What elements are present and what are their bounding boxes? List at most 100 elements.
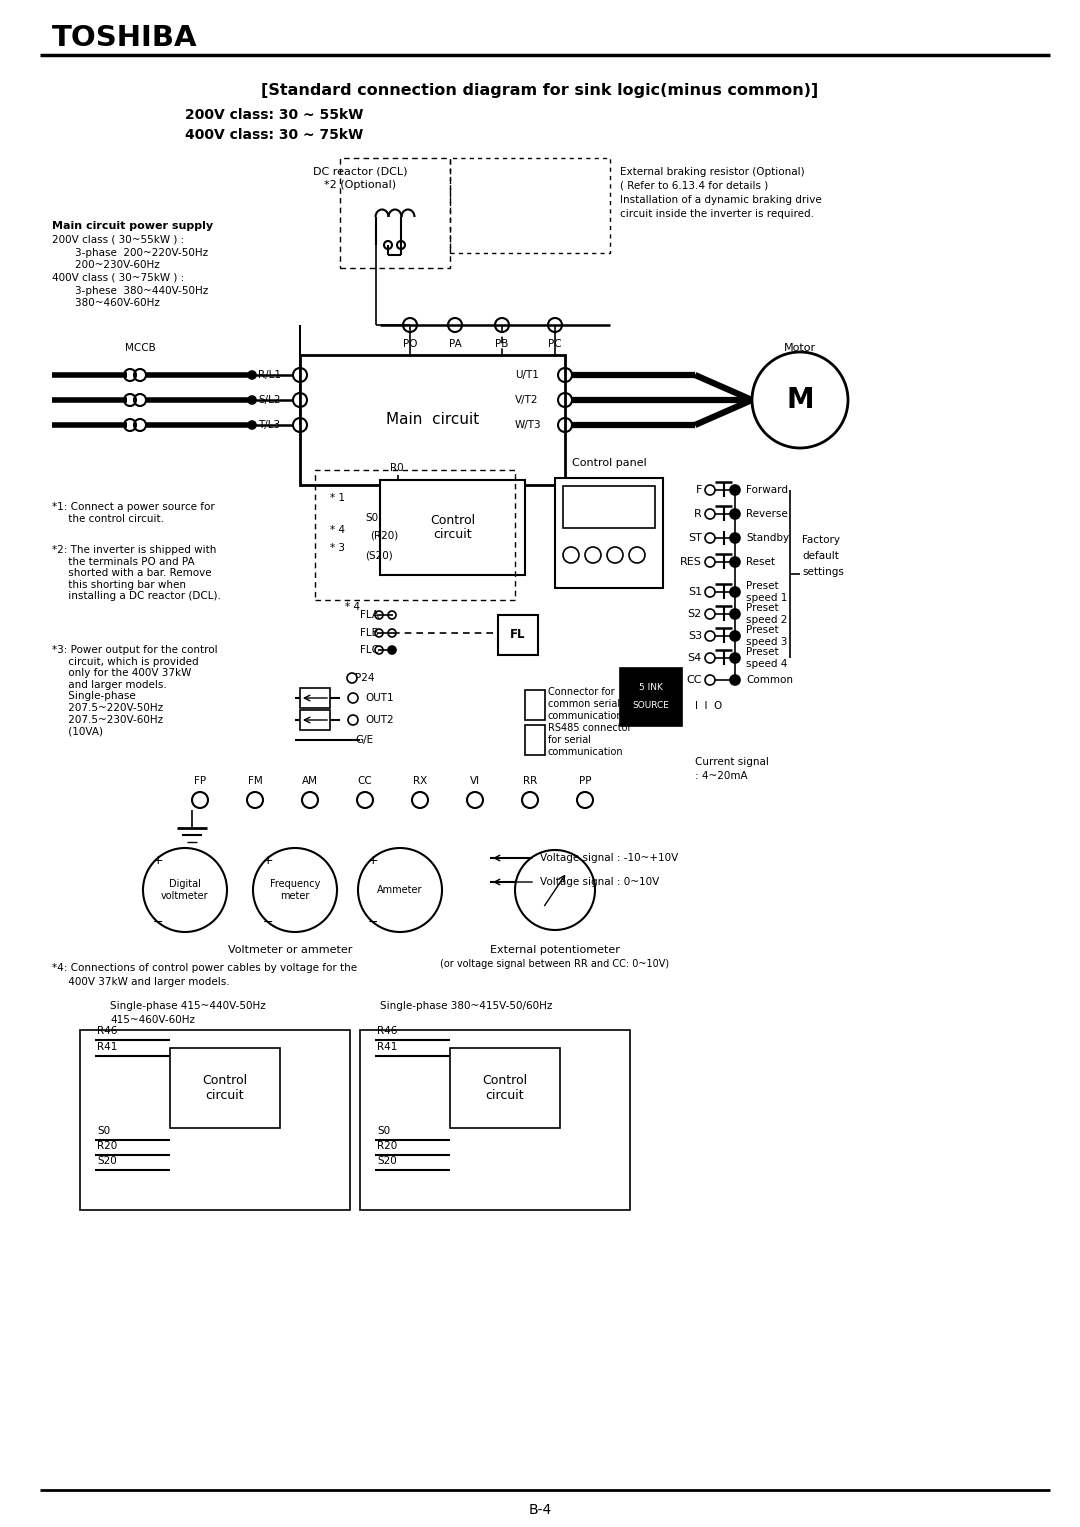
Text: FLA: FLA — [360, 609, 379, 620]
Text: Main circuit power supply: Main circuit power supply — [52, 221, 213, 231]
Text: R46: R46 — [377, 1026, 397, 1035]
Text: R41: R41 — [97, 1041, 118, 1052]
Bar — [525, 690, 545, 721]
Text: * 1: * 1 — [330, 493, 345, 502]
Text: I  I  O: I I O — [696, 701, 723, 712]
Text: * 3: * 3 — [330, 544, 345, 553]
Text: (R20): (R20) — [370, 530, 399, 541]
Text: (or voltage signal between RR and CC: 0~10V): (or voltage signal between RR and CC: 0~… — [441, 959, 670, 970]
Text: Control panel: Control panel — [571, 458, 646, 467]
Text: OUT1: OUT1 — [365, 693, 393, 702]
Bar — [555, 478, 663, 588]
Bar — [340, 157, 450, 269]
Text: for serial: for serial — [548, 734, 591, 745]
Circle shape — [730, 631, 740, 641]
Text: DC reactor (DCL): DC reactor (DCL) — [313, 166, 407, 177]
Text: circuit inside the inverter is required.: circuit inside the inverter is required. — [620, 209, 814, 218]
Text: 5 INK: 5 INK — [639, 684, 663, 693]
Text: 400V class: 30 ~ 75kW: 400V class: 30 ~ 75kW — [185, 128, 363, 142]
Text: *2 (Optional): *2 (Optional) — [324, 180, 396, 189]
Text: F: F — [696, 486, 702, 495]
Text: settings: settings — [802, 567, 843, 577]
Text: TOSHIBA: TOSHIBA — [52, 24, 198, 52]
Circle shape — [730, 609, 740, 618]
Text: MCCB: MCCB — [124, 344, 156, 353]
Text: Control
circuit: Control circuit — [483, 1073, 527, 1102]
Text: communication: communication — [548, 712, 623, 721]
Text: Single-phase 415~440V-50Hz: Single-phase 415~440V-50Hz — [110, 1002, 266, 1011]
Text: +: + — [368, 854, 379, 866]
Text: default: default — [802, 551, 839, 560]
Text: S20: S20 — [377, 1156, 396, 1167]
Text: R41: R41 — [377, 1041, 397, 1052]
Text: 3-phese  380~440V-50Hz: 3-phese 380~440V-50Hz — [62, 286, 208, 296]
Text: Frequency
meter: Frequency meter — [270, 880, 320, 901]
Text: Preset
speed 2: Preset speed 2 — [746, 603, 787, 625]
Text: *4: Connections of control power cables by voltage for the: *4: Connections of control power cables … — [52, 964, 357, 973]
Text: *3: Power output for the control
     circuit, which is provided
     only for t: *3: Power output for the control circuit… — [52, 644, 218, 736]
Text: R20: R20 — [377, 1141, 397, 1151]
Bar — [525, 725, 545, 754]
Circle shape — [388, 646, 396, 654]
Text: Connector for: Connector for — [548, 687, 615, 696]
Text: U/T1: U/T1 — [515, 370, 539, 380]
Text: FM: FM — [247, 776, 262, 786]
Text: Single-phase 380~415V-50/60Hz: Single-phase 380~415V-50/60Hz — [380, 1002, 552, 1011]
Text: S2: S2 — [688, 609, 702, 618]
Text: common serial: common serial — [548, 699, 620, 709]
Circle shape — [752, 353, 848, 447]
Bar — [498, 615, 538, 655]
Text: Common: Common — [746, 675, 793, 686]
Text: VI: VI — [470, 776, 481, 786]
Circle shape — [515, 851, 595, 930]
Text: Installation of a dynamic braking drive: Installation of a dynamic braking drive — [620, 195, 822, 205]
Circle shape — [730, 486, 740, 495]
Text: Control
circuit: Control circuit — [202, 1073, 247, 1102]
Text: Voltage signal : -10~+10V: Voltage signal : -10~+10V — [540, 854, 678, 863]
Text: Standby: Standby — [746, 533, 789, 544]
Text: External potentiometer: External potentiometer — [490, 945, 620, 954]
Text: R0: R0 — [390, 463, 404, 473]
Text: W/T3: W/T3 — [515, 420, 542, 431]
Text: Control
circuit: Control circuit — [430, 513, 475, 542]
Text: +: + — [264, 854, 273, 866]
Text: T/L3: T/L3 — [258, 420, 280, 431]
Circle shape — [730, 508, 740, 519]
Text: FLB: FLB — [360, 628, 379, 638]
Text: CC: CC — [357, 776, 373, 786]
Bar — [80, 1031, 350, 1209]
Text: Voltmeter or ammeter: Voltmeter or ammeter — [228, 945, 352, 954]
Text: −: − — [153, 916, 163, 928]
Text: FL: FL — [510, 629, 526, 641]
Text: Factory: Factory — [802, 534, 840, 545]
Bar — [300, 354, 565, 486]
Bar — [300, 710, 330, 730]
Text: Reset: Reset — [746, 557, 775, 567]
Text: Current signal: Current signal — [696, 757, 769, 767]
Circle shape — [248, 371, 256, 379]
Text: R20: R20 — [97, 1141, 118, 1151]
Circle shape — [143, 847, 227, 931]
Text: M: M — [786, 386, 814, 414]
Text: RS485 connector: RS485 connector — [548, 722, 632, 733]
Bar — [450, 157, 610, 253]
Text: OUT2: OUT2 — [365, 715, 393, 725]
Bar — [360, 1031, 630, 1209]
Text: External braking resistor (Optional): External braking resistor (Optional) — [620, 166, 805, 177]
Text: Preset
speed 3: Preset speed 3 — [746, 625, 787, 647]
Text: FP: FP — [194, 776, 206, 786]
Text: −: − — [368, 916, 378, 928]
Text: R: R — [694, 508, 702, 519]
Text: PA: PA — [448, 339, 461, 350]
Text: ( Refer to 6.13.4 for details ): ( Refer to 6.13.4 for details ) — [620, 182, 768, 191]
Text: S0: S0 — [377, 1125, 390, 1136]
Text: Voltage signal : 0~10V: Voltage signal : 0~10V — [540, 876, 659, 887]
Text: S0: S0 — [97, 1125, 110, 1136]
Text: S/L2: S/L2 — [258, 395, 281, 405]
Text: * 4: * 4 — [330, 525, 345, 534]
Circle shape — [730, 675, 740, 686]
Text: 415~460V-60Hz: 415~460V-60Hz — [110, 1015, 195, 1025]
Text: PC: PC — [549, 339, 562, 350]
Text: Main  circuit: Main circuit — [386, 412, 480, 428]
Text: P24: P24 — [355, 673, 375, 683]
